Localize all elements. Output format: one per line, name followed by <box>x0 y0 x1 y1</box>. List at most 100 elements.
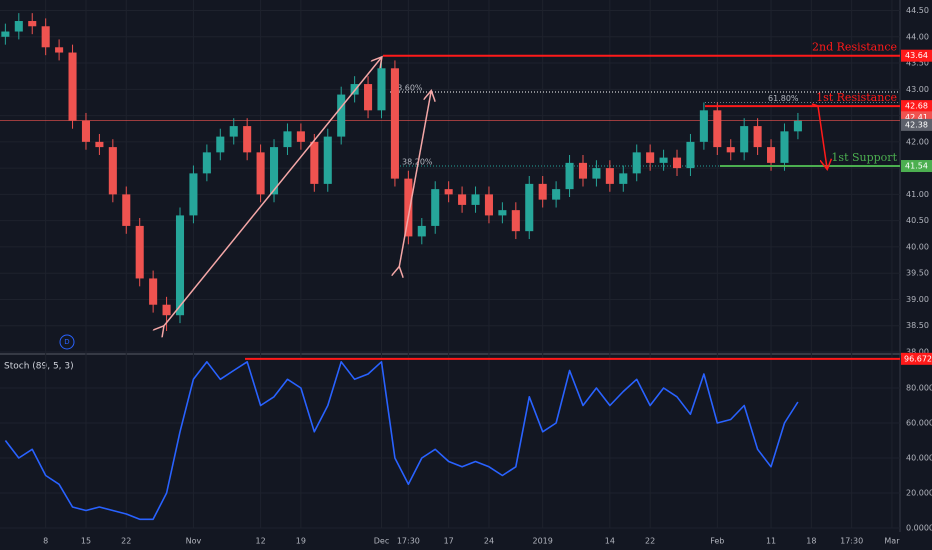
forecast-arrow <box>811 103 827 168</box>
candle-body <box>243 126 252 153</box>
y-tick-label: 42.00 <box>906 137 929 146</box>
x-tick-label: 22 <box>645 537 655 546</box>
candle-body <box>41 26 50 48</box>
candle-body <box>713 110 722 148</box>
candle-body <box>283 131 292 148</box>
candle-body <box>605 168 614 184</box>
candle-body <box>471 194 480 205</box>
x-tick-label: Feb <box>710 537 724 546</box>
trend-arrow <box>163 58 381 327</box>
y-tick-label: 40.00 <box>906 242 929 251</box>
candle-body <box>444 189 453 195</box>
x-tick-label: 2019 <box>533 537 553 546</box>
level-label: 2nd Resistance <box>812 41 897 54</box>
candle-body <box>686 141 695 169</box>
y-tick-label: 40.50 <box>906 216 929 225</box>
candle-body <box>149 278 158 305</box>
y-tick-label: 41.00 <box>906 190 929 199</box>
x-tick-label: 19 <box>296 537 306 546</box>
candle-body <box>296 131 305 142</box>
candle-body <box>310 141 319 184</box>
x-tick-label: Mar <box>884 537 900 546</box>
x-tick-label: 8 <box>43 537 48 546</box>
dividend-marker-text: D <box>64 338 69 346</box>
candle-body <box>417 225 426 237</box>
candle-body <box>364 84 373 111</box>
candle-body <box>390 68 399 179</box>
x-tick-label: 24 <box>484 537 494 546</box>
candle-body <box>175 215 185 316</box>
candle-body <box>767 147 776 163</box>
y-tick-label: 38.00 <box>906 348 929 357</box>
candle-body <box>552 189 561 200</box>
y-tick-label: 43.50 <box>906 59 929 68</box>
level-badge <box>901 100 932 113</box>
x-tick-label: 17:30 <box>840 537 863 546</box>
x-tick-label: 22 <box>121 537 131 546</box>
x-tick-label: 15 <box>81 537 91 546</box>
x-tick-label: 17 <box>444 537 454 546</box>
candle-body <box>122 194 131 226</box>
x-tick-label: 18 <box>806 537 816 546</box>
candle-body <box>672 157 682 169</box>
last-price-text: 42.38 <box>905 120 928 129</box>
y2-tick-label: 0.0000 <box>906 524 932 533</box>
candle-body <box>95 141 104 148</box>
indicator-line <box>4 361 799 521</box>
x-tick-label: 11 <box>766 537 776 546</box>
candle-body <box>498 210 507 216</box>
candle-body <box>484 194 493 216</box>
y2-tick-label: 40.0000 <box>906 454 932 463</box>
fib-label: 61.80% <box>768 94 799 103</box>
y-tick-label: 38.50 <box>906 321 929 330</box>
candle-body <box>189 173 198 216</box>
candle-body <box>81 120 90 142</box>
y-tick-label: 44.00 <box>906 32 929 41</box>
candle-body <box>511 210 520 232</box>
y2-tick-label: 80.0000 <box>906 384 932 393</box>
candle-body <box>740 126 749 153</box>
last-price-badge <box>901 118 932 131</box>
x-tick-label: 17:30 <box>397 537 420 546</box>
candle-body <box>216 136 225 153</box>
candle-body <box>256 152 265 195</box>
candle-body <box>592 168 601 179</box>
candle-body <box>229 126 238 137</box>
level-badge <box>901 49 932 62</box>
candle-body <box>68 52 77 121</box>
candle-body <box>780 131 789 163</box>
candle-body <box>55 47 64 53</box>
indicator-title: Stoch (89, 5, 3) <box>4 362 74 372</box>
x-tick-label: 14 <box>605 537 615 546</box>
candle-body <box>538 183 547 200</box>
level-badge-text: 43.64 <box>905 51 928 60</box>
x-tick-label: 12 <box>256 537 266 546</box>
trend-arrow <box>399 92 431 268</box>
y-tick-label: 43.00 <box>906 85 929 94</box>
indicator-level-badge <box>901 352 932 365</box>
candle-body <box>726 147 735 153</box>
y-tick-label: 39.00 <box>906 295 929 304</box>
candle-body <box>659 157 668 163</box>
y2-tick-label: 20.0000 <box>906 489 932 498</box>
candle-body <box>1 31 10 37</box>
candle-body <box>28 21 37 27</box>
y2-tick-label: 60.0000 <box>906 419 932 428</box>
dividend-marker <box>59 334 75 350</box>
candle-body <box>753 126 762 148</box>
candle-body <box>646 152 655 163</box>
candle-body <box>431 189 440 226</box>
candle-body <box>377 68 386 111</box>
candle-body <box>699 110 708 142</box>
last-price-text: 42.41 <box>905 113 928 122</box>
candle-body <box>458 194 467 205</box>
candle-body <box>619 173 628 184</box>
candle-body <box>793 120 802 132</box>
candle-body <box>202 152 211 174</box>
candle-body <box>323 136 332 184</box>
level-badge <box>901 160 932 173</box>
candle-body <box>14 21 23 32</box>
level-label: 1st Support <box>831 151 897 164</box>
candle-body <box>404 178 413 237</box>
